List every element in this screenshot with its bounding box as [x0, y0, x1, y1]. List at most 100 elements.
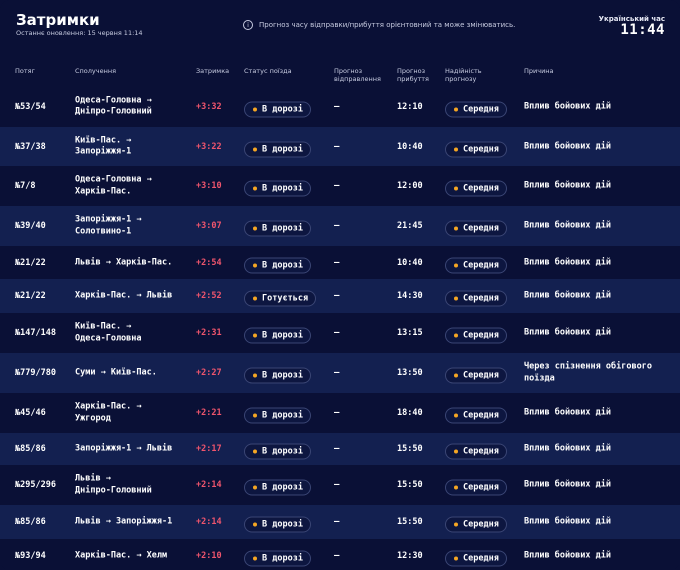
- table-row[interactable]: №85/86 Запоріжжя-1 → Львів +2:17 В дорозі — 1…: [0, 433, 680, 465]
- reliability-label: Середня: [463, 293, 499, 304]
- reliability-badge: Середня: [445, 180, 507, 197]
- table-row[interactable]: №147/148 Київ-Пас. → Одеса-Головна +2:31 В д…: [0, 313, 680, 353]
- delay-value: +2:17: [196, 444, 222, 454]
- column-departure-forecast: Прогноз відправлення: [334, 67, 381, 83]
- status-cell: В дорозі: [244, 96, 311, 117]
- reliability-badge: Середня: [445, 516, 507, 533]
- reason-line: Вплив бойових дій: [524, 290, 611, 301]
- route: Харків-Пас. → Хелм: [75, 550, 167, 562]
- reliability-label: Середня: [463, 553, 499, 564]
- train-number: №93/94: [15, 551, 46, 561]
- departure-forecast: —: [334, 141, 340, 152]
- route: Запоріжжя-1 → Львів: [75, 443, 172, 455]
- route-line: Одеса-Головна →: [75, 95, 152, 105]
- table-row[interactable]: №295/296 Львів → Дніпро-Головний +2:14 В дор…: [0, 465, 680, 505]
- status-cell: В дорозі: [244, 363, 311, 384]
- arrival-forecast: 13:15: [397, 328, 423, 338]
- arrival-forecast: 12:30: [397, 551, 423, 561]
- info-icon: i: [243, 20, 253, 30]
- route-line: Харків-Пас. → Львів: [75, 290, 173, 301]
- delay-reason: Вплив бойових дій: [524, 479, 611, 491]
- train-number: №45/46: [15, 408, 46, 418]
- route-line: Львів → Харків-Пас.: [75, 256, 173, 267]
- reason-line: Вплив бойових дій: [524, 327, 611, 338]
- status-cell: В дорозі: [244, 546, 311, 567]
- column-arrival-forecast: Прогноз прибуття: [397, 67, 429, 83]
- last-updated: Останнє оновлення: 15 червня 11:14: [16, 29, 143, 37]
- route-line: Київ-Пас. →: [75, 321, 132, 332]
- table-row[interactable]: №779/780 Суми → Київ-Пас. +2:27 В дорозі — 13…: [0, 353, 680, 393]
- reliability-dot-icon: [454, 413, 458, 418]
- delay-value: +3:32: [196, 101, 222, 112]
- status-cell: В дорозі: [244, 136, 311, 157]
- status-dot-icon: [253, 226, 257, 231]
- status-badge: В дорозі: [244, 443, 311, 460]
- status-dot-icon: [253, 186, 257, 191]
- status-cell: В дорозі: [244, 176, 311, 197]
- route-line: Дніпро-Головний: [75, 485, 152, 495]
- reliability-dot-icon: [454, 263, 458, 267]
- delay-value: +2:14: [196, 517, 222, 527]
- reliability-label: Середня: [463, 183, 499, 194]
- delay-value: +3:22: [196, 141, 222, 152]
- reliability-dot-icon: [454, 449, 458, 454]
- reliability-badge: Середня: [445, 367, 507, 384]
- column-delay: Затримка: [196, 67, 230, 75]
- delay-reason: Вплив бойових дій: [524, 290, 611, 302]
- status-dot-icon: [253, 373, 257, 378]
- arrival-forecast: 10:40: [397, 141, 423, 152]
- status-label: В дорозі: [262, 330, 303, 341]
- delay-value: +2:21: [196, 408, 222, 418]
- route-line: Київ-Пас. →: [75, 135, 132, 145]
- delay-reason: Вплив бойових дій: [524, 516, 611, 528]
- column-arrival-line2: прибуття: [397, 75, 429, 83]
- delay-value: +2:31: [196, 328, 222, 338]
- page-title: Затримки: [16, 11, 100, 29]
- reliability-cell: Середня: [445, 176, 507, 197]
- status-dot-icon: [253, 107, 257, 111]
- status-label: В дорозі: [262, 370, 303, 381]
- table-row[interactable]: №45/46 Харків-Пас. → Ужгород +2:21 В дорозі —…: [0, 393, 680, 433]
- table-row[interactable]: №53/54 Одеса-Головна → Дніпро-Головний +3:3…: [0, 86, 680, 127]
- status-label: В дорозі: [262, 519, 303, 530]
- departure-forecast: —: [334, 257, 340, 268]
- reliability-dot-icon: [454, 556, 458, 561]
- status-badge: В дорозі: [244, 367, 311, 384]
- status-dot-icon: [253, 333, 257, 338]
- column-status: Статус поїзда: [244, 67, 292, 75]
- table-row[interactable]: №21/22 Харків-Пас. → Львів +2:52 Готується —…: [0, 279, 680, 313]
- reason-line: Вплив бойових дій: [524, 516, 611, 527]
- reason-line: Через спізнення обігового: [524, 361, 652, 372]
- departure-forecast: —: [334, 221, 340, 231]
- status-cell: Готується: [244, 286, 317, 307]
- table-row[interactable]: №7/8 Одеса-Головна → Харків-Пас. +3:10 В дор…: [0, 166, 680, 206]
- table-row[interactable]: №93/94 Харків-Пас. → Хелм +2:10 В дорозі — 12…: [0, 539, 680, 570]
- table-row[interactable]: №39/40 Запоріжжя-1 → Солотвино-1 +3:07 В дор…: [0, 206, 680, 246]
- reason-line: Вплив бойових дій: [524, 443, 611, 454]
- table-row[interactable]: №37/38 Київ-Пас. → Запоріжжя-1 +3:22 В дороз…: [0, 127, 680, 166]
- reliability-label: Середня: [463, 104, 499, 114]
- status-label: В дорозі: [262, 410, 303, 421]
- status-badge: В дорозі: [244, 141, 311, 157]
- status-label: В дорозі: [262, 183, 303, 194]
- table-row[interactable]: №85/86 Львів → Запоріжжя-1 +2:14 В дорозі — 1…: [0, 505, 680, 539]
- route-line: Запоріжжя-1: [75, 146, 132, 157]
- route-line: Львів → Запоріжжя-1: [75, 516, 173, 527]
- status-cell: В дорозі: [244, 403, 311, 424]
- train-number: №85/86: [15, 517, 46, 527]
- delay-value: +2:10: [196, 551, 222, 561]
- reliability-badge: Середня: [445, 479, 507, 496]
- reliability-cell: Середня: [445, 286, 507, 307]
- status-cell: В дорозі: [244, 439, 311, 460]
- departure-forecast: —: [334, 480, 340, 490]
- status-label: В дорозі: [262, 482, 303, 493]
- delay-value: +2:27: [196, 368, 222, 378]
- reliability-cell: Середня: [445, 546, 507, 567]
- table-row[interactable]: №21/22 Львів → Харків-Пас. +2:54 В дорозі — 1…: [0, 246, 680, 279]
- train-number: №21/22: [15, 257, 46, 268]
- route-line: Харків-Пас. → Хелм: [75, 550, 168, 561]
- reliability-label: Середня: [463, 330, 499, 341]
- status-label: В дорозі: [262, 553, 303, 564]
- train-number: №37/38: [15, 141, 46, 152]
- route-line: Одеса-Головна: [75, 333, 142, 343]
